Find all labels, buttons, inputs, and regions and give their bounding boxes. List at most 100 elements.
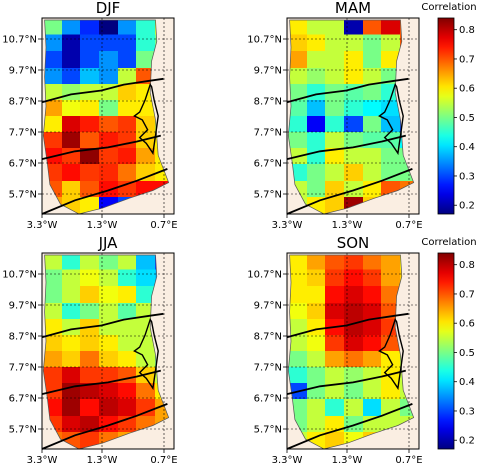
grid-cell [344,100,364,117]
grid-cell [99,335,119,352]
colorbar-tick-label: 0.5 [459,348,475,359]
grid-cell [136,335,156,352]
lon-tick-label: 3.3°W [27,220,58,231]
colorbar-tick-label: 0.6 [459,319,475,330]
zone-boundary-north [41,77,164,104]
lon-tick-label: 0.7°E [150,220,177,231]
neighbor-land-mask [42,18,174,214]
lat-tick-label: 10.7°N [2,270,37,281]
grid-cell [287,84,308,101]
grid-cell [363,132,382,149]
lat-tick-label: 6.7°N [9,159,37,170]
colorbar-tick-label: 0.3 [459,406,475,417]
grid-cell [62,132,81,149]
grid-cell [363,84,382,101]
grid-cell [118,383,137,400]
grid-cell [118,269,137,287]
grid-cell [344,164,364,182]
grid-cell [118,335,137,352]
grid-cell [381,383,401,400]
grid-cell [325,51,345,69]
grid-cell [363,335,382,352]
grid-cell [42,335,63,352]
grid-cell [307,84,326,101]
grid-cell [325,100,345,117]
grid-cell [118,132,137,149]
grid-cell [62,84,81,101]
map-panel-mam: MAM 10.7°N 9.7°N 8.7°N 7.7°N 6.7°N 5.7°N 3.3°W 1… [247,0,422,231]
colorbar: 0.2 0.3 0.4 0.5 0.6 0.7 0.8 Correlation [421,237,477,450]
grid-cell [287,116,308,133]
grid-cell [80,269,100,287]
grid-cell [307,253,326,270]
grid-cell [118,367,137,384]
grid-cell [42,68,63,85]
grid-cell [344,148,364,165]
grid-cell [99,51,119,69]
grid-cell [307,116,326,133]
grid-cell [307,335,326,352]
grid-cell [42,367,63,384]
grid-cell [62,303,81,320]
lat-tick-label: 9.7°N [9,301,37,312]
grid-cell [62,351,81,368]
grid-cell [363,319,382,336]
lon-tick-label: 1.3°W [332,455,363,466]
grid-cell [307,18,326,35]
grid-cell [80,367,100,384]
grid-cell [307,100,326,117]
grid-cell [99,100,119,117]
neighbor-land-mask [287,253,419,449]
grid-cell [344,303,364,320]
colorbar: 0.2 0.3 0.4 0.5 0.6 0.7 0.8 Correlation [421,2,477,215]
grid-cell [118,100,137,117]
grid-cell [62,269,81,287]
lat-tick-label: 9.7°N [254,301,282,312]
colorbar-tick-label: 0.7 [459,54,475,65]
lat-tick-label: 8.7°N [254,332,282,343]
grid-cell [287,100,308,117]
grid-cell [80,100,100,117]
grid-cell [118,164,137,182]
grid-cell [307,68,326,85]
lake-volta-outline [133,318,159,391]
grid-cell [344,269,364,287]
lat-tick-label: 6.7°N [9,394,37,405]
grid-cell [287,269,308,287]
grid-cell [80,416,100,433]
grid-cell [307,132,326,149]
lon-tick-label: 3.3°W [272,455,303,466]
grid-cell [344,286,364,304]
lat-tick-label: 7.7°N [9,128,37,139]
grid-cell [363,164,382,182]
lat-tick-label: 5.7°N [9,425,37,436]
grid-cell [325,286,345,304]
grid-cell [381,18,401,35]
grid-cell [136,116,156,133]
grid-cell [42,303,63,320]
grid-cell [381,148,401,165]
grid-cell [99,416,119,433]
grid-cell [344,383,364,400]
lat-tick-label: 7.7°N [254,128,282,139]
colorbar-tick-label: 0.2 [459,436,475,447]
grid-cell [62,286,81,304]
grid-cell [363,399,382,417]
grid-cell [325,367,345,384]
grid-cell [118,351,137,368]
grid-cell [325,197,345,214]
grid-cell [381,51,401,69]
grid-cell [62,367,81,384]
grid-cell [325,132,345,149]
grid-cell [118,286,137,304]
panel-title: DJF [96,0,121,17]
grid-cell [42,269,63,287]
grid-cell [344,68,364,85]
grid-cell [99,383,119,400]
grid-cell [381,351,401,368]
grid-cell [80,68,100,85]
grid-cell [307,416,326,433]
grid-cell [42,51,63,69]
grid-cell [62,164,81,182]
